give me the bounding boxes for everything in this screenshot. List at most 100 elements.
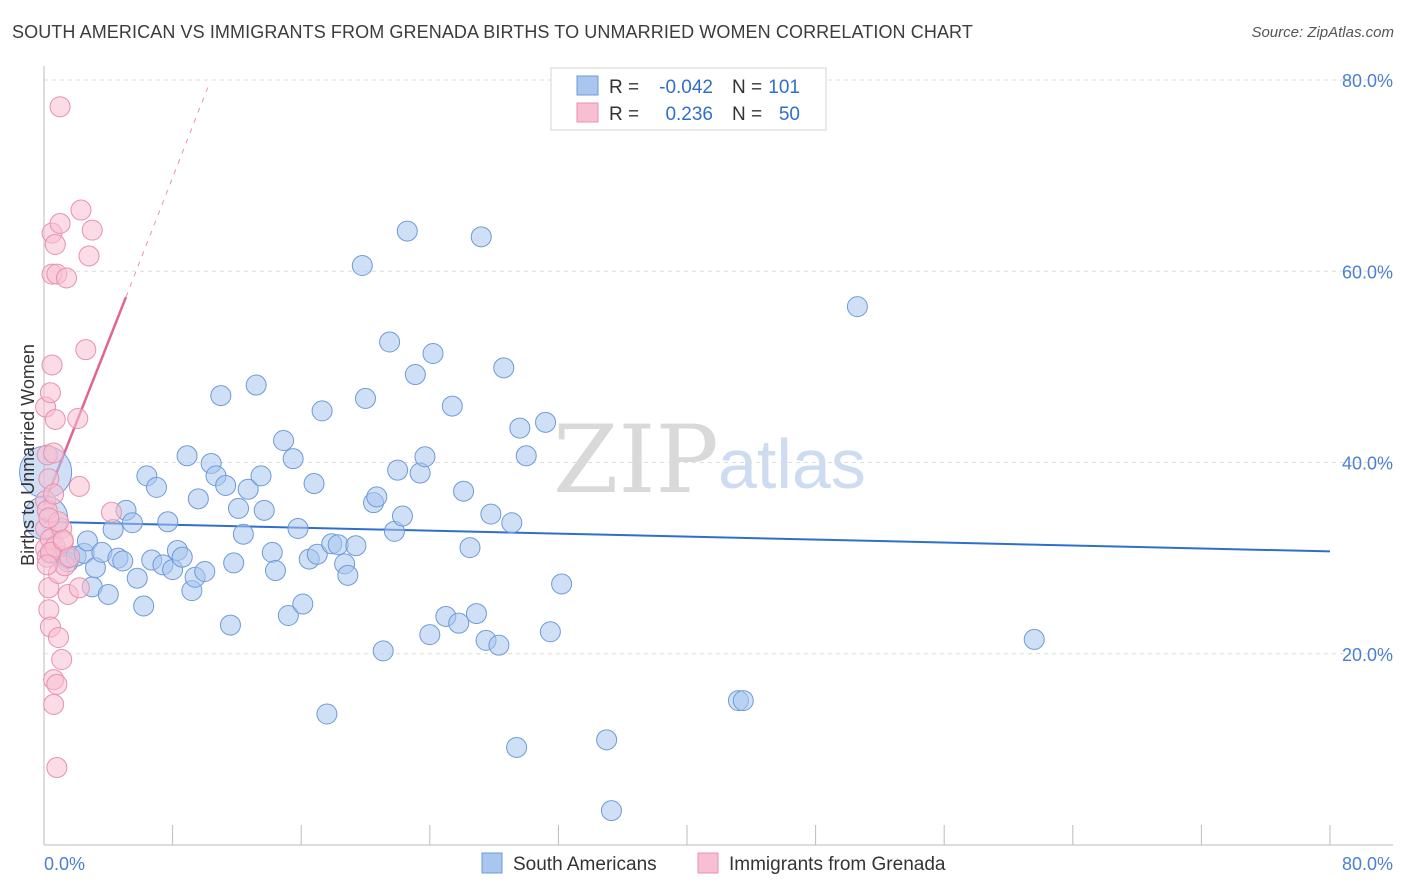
- point-south-americans: [366, 486, 388, 508]
- watermark-zip: ZIP: [553, 406, 719, 515]
- point-grenada: [46, 757, 68, 779]
- point-south-americans: [600, 800, 622, 822]
- stats-swatch-south-americans: [576, 75, 599, 96]
- point-grenada: [51, 648, 73, 670]
- point-south-americans: [480, 503, 502, 525]
- point-south-americans: [261, 541, 283, 563]
- point-south-americans: [419, 624, 441, 646]
- point-south-americans: [303, 473, 325, 495]
- stats-swatch-grenada: [576, 102, 599, 123]
- y-tick-label: 40.0%: [1342, 454, 1393, 474]
- y-tick-label: 20.0%: [1342, 645, 1393, 665]
- point-south-americans: [539, 621, 561, 643]
- point-south-americans: [187, 488, 209, 510]
- point-south-americans: [414, 446, 436, 468]
- point-grenada: [75, 339, 97, 361]
- point-south-americans: [146, 476, 168, 498]
- point-south-americans: [465, 603, 487, 625]
- point-south-americans: [237, 478, 259, 500]
- point-grenada: [101, 501, 123, 523]
- stats-n-value-1: 101: [768, 77, 800, 98]
- point-south-americans: [97, 583, 119, 605]
- point-grenada: [43, 483, 65, 505]
- point-south-americans: [282, 448, 304, 470]
- point-south-americans: [126, 567, 148, 589]
- point-south-americans: [345, 535, 367, 557]
- point-grenada: [49, 212, 71, 234]
- point-south-americans: [535, 411, 557, 433]
- stats-r-label-2: R =: [609, 104, 639, 125]
- y-axis-title: Births to Unmarried Women: [18, 344, 38, 566]
- point-south-americans: [337, 564, 359, 586]
- point-south-americans: [215, 474, 237, 496]
- point-grenada: [47, 626, 69, 648]
- point-south-americans: [355, 387, 376, 409]
- point-south-americans: [228, 497, 250, 519]
- point-grenada: [52, 529, 74, 551]
- stats-r-value-1: -0.042: [659, 77, 713, 98]
- watermark: ZIP atlas: [553, 406, 866, 515]
- point-south-americans: [157, 511, 179, 533]
- point-south-americans: [133, 595, 155, 617]
- point-south-americans: [506, 736, 528, 758]
- point-grenada: [67, 408, 89, 430]
- point-grenada: [41, 354, 63, 376]
- point-south-americans: [245, 374, 267, 396]
- point-south-americans: [379, 331, 401, 353]
- point-south-americans: [1023, 628, 1045, 650]
- point-south-americans: [273, 430, 295, 452]
- point-south-americans: [846, 296, 868, 318]
- y-tick-label: 60.0%: [1342, 262, 1393, 282]
- stats-r-label-1: R =: [609, 77, 639, 98]
- point-south-americans: [470, 226, 492, 248]
- point-grenada: [46, 673, 68, 695]
- legend-label-grenada: Immigrants from Grenada: [729, 854, 946, 875]
- point-grenada: [43, 693, 65, 715]
- legend-label-south-americans: South Americans: [513, 854, 657, 875]
- point-south-americans: [194, 561, 216, 583]
- point-south-americans: [459, 537, 481, 559]
- x-tick-label-min: 0.0%: [44, 854, 85, 874]
- point-grenada: [49, 96, 71, 118]
- point-south-americans: [327, 534, 349, 556]
- point-south-americans: [396, 220, 418, 242]
- point-grenada: [68, 475, 90, 497]
- point-south-americans: [453, 480, 475, 502]
- point-south-americans: [422, 342, 444, 364]
- point-south-americans: [515, 445, 537, 467]
- point-south-americans: [264, 560, 286, 582]
- point-grenada: [43, 442, 65, 464]
- point-grenada: [36, 554, 58, 576]
- chart-source: Source: ZipAtlas.com: [1251, 24, 1394, 41]
- point-south-americans: [210, 385, 232, 407]
- point-south-americans: [176, 445, 198, 467]
- point-south-americans: [223, 552, 245, 574]
- point-grenada: [39, 382, 61, 404]
- point-south-americans: [219, 614, 241, 636]
- point-south-americans: [292, 593, 314, 615]
- point-grenada: [70, 199, 92, 221]
- stats-legend: R = -0.042 N = 101 R = 0.236 N = 50: [550, 67, 827, 131]
- stats-n-label-1: N =: [732, 77, 762, 98]
- legend-swatch-south-americans: [481, 852, 503, 874]
- gridlines: [44, 79, 1393, 655]
- point-south-americans: [112, 550, 134, 572]
- point-south-americans: [404, 364, 426, 386]
- stats-r-value-2: 0.236: [665, 104, 713, 125]
- point-south-americans: [551, 573, 573, 595]
- point-south-americans: [441, 395, 463, 417]
- legend-swatch-grenada: [697, 852, 719, 874]
- point-south-americans: [732, 690, 754, 712]
- point-south-americans: [501, 512, 523, 534]
- point-south-americans: [250, 465, 272, 487]
- point-grenada: [81, 219, 103, 241]
- point-grenada: [38, 507, 60, 529]
- trend-line-extension-grenada: [125, 82, 211, 298]
- stats-n-label-2: N =: [732, 104, 762, 125]
- point-south-americans: [171, 546, 193, 568]
- point-south-americans: [232, 523, 254, 545]
- data-points: [19, 96, 1045, 822]
- point-south-americans: [311, 400, 333, 422]
- x-tick-label-max: 80.0%: [1342, 854, 1393, 874]
